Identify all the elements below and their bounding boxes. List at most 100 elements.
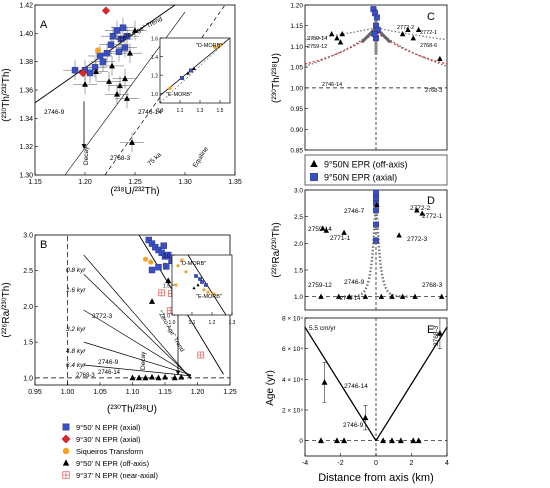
off-axis-point-b: [129, 374, 136, 381]
right-legend-items: 9°50N EPR (off-axis) 9°50N EPR (axial): [310, 160, 407, 183]
d-off-axis-point: [438, 293, 445, 299]
right-legend-frame: [304, 154, 448, 186]
inset-a-content: [159, 37, 231, 104]
c-y-tick-label: 0.85: [290, 148, 303, 155]
ai-x-tick-label: 1.1: [177, 108, 184, 114]
a-x-tick-label: 1.15: [28, 179, 42, 186]
panel-b-x-label: (²³⁰Th/²³⁸U): [107, 404, 157, 415]
inset-b-circle: [202, 288, 206, 292]
ai-x-tick-label: 1.5: [217, 108, 224, 114]
e-age-point: [380, 437, 387, 444]
panel-a-error-bars: [63, 17, 147, 153]
inset-a-point: [189, 68, 193, 73]
panel-d-y-label: (²²⁶Ra/²³⁰Th): [271, 222, 282, 277]
axial-point: [99, 58, 107, 65]
d-off-axis-point: [378, 293, 385, 299]
sample-2768-3-b: 2768-3: [76, 373, 95, 379]
axial-point: [103, 49, 111, 57]
off-axis-point: [132, 27, 138, 33]
panel-b-inset: 1.0 1.5 2.0 1.0 1.1 1.2 1.3 "D-MORB" "E-MORB": [163, 254, 236, 327]
inset-b-circle: [212, 292, 216, 296]
a-y-tick-label: 1.32: [19, 144, 33, 151]
inset-a-point: [218, 43, 222, 48]
bi-x-tick-label: 1.1: [189, 320, 196, 326]
panel-b-label: B: [40, 239, 47, 251]
e-y-tick-label: 4 × 10⁴: [282, 377, 303, 384]
rate-label: 5.5 cm/yr: [309, 325, 337, 332]
off-axis-point-b: [142, 374, 149, 381]
axial-point: [119, 24, 127, 31]
right-legend: 9°50N EPR (off-axis) 9°50N EPR (axial): [304, 154, 448, 186]
d-y-tick-label: 3.0: [294, 188, 303, 195]
panel-b-y-ticks: 1.0 1.5 2.0 2.5 3.0: [23, 233, 38, 382]
d-axial-point: [373, 195, 379, 201]
legend-right-label: 9°50N EPR (axial): [324, 173, 397, 183]
legend-main-marker: [62, 447, 70, 455]
b-x-tick-label: 1.10: [126, 389, 140, 396]
axial-point: [115, 48, 123, 55]
axial-point-b: [148, 266, 156, 274]
axial-point-b: [160, 242, 167, 249]
panel-a-x-label: (²³⁸U/²³²Th): [110, 186, 159, 197]
inset-b-frame: [171, 254, 233, 316]
kyr-1.6-label: 1.6 kyr: [66, 287, 86, 294]
inset-a-point: [192, 66, 196, 71]
a-y-tick-label: 1.38: [19, 59, 33, 66]
main-legend: 9°50' N EPR (axial) 9°30' N EPR (axial) Si…: [61, 423, 158, 480]
inset-a-d-morb: "D-MORB": [196, 43, 222, 49]
panel-c-y-label: (²³⁰Th/²³⁸U): [271, 53, 282, 103]
inset-b-square: [198, 277, 202, 281]
isochron-line: [83, 309, 192, 377]
decay-label: Decay: [83, 146, 90, 165]
off-axis-point: [109, 62, 115, 69]
panel-e-content: [304, 317, 448, 456]
c-off-axis-point: [437, 55, 443, 62]
axial-point: [96, 52, 104, 60]
off-axis-point-b: [165, 277, 172, 284]
legend-main-label: 9°37' N EPR (near-axial): [76, 471, 158, 480]
axial-point: [109, 32, 117, 40]
a-y-tick-label: 1.30: [19, 173, 33, 180]
inset-b-circle: [176, 264, 180, 268]
e-y-tick-label: 2 × 10⁴: [282, 408, 303, 415]
a-y-tick-label: 1.34: [19, 116, 33, 123]
off-axis-point: [82, 81, 88, 87]
ai-y-tick-label: 1.0: [151, 92, 158, 98]
axial-point-b: [163, 263, 170, 270]
inset-b-square: [204, 283, 208, 287]
e-age-point: [436, 330, 443, 336]
off-axis-point-b: [171, 374, 178, 381]
ai-y-tick-label: 1.2: [151, 74, 158, 80]
e-y-tick-label: 8 × 10⁴: [282, 316, 303, 323]
sample-2746-9-a: 2746-9: [44, 109, 65, 116]
panel-a-x-ticks: 1.15 1.20 1.25 1.30 1.35: [28, 172, 242, 186]
axial-point: [123, 32, 131, 40]
sample-2759-12-d: 2759-12: [308, 282, 332, 289]
e-spreading-left: [304, 326, 377, 442]
axial-point: [107, 41, 115, 48]
legend-right-marker: [310, 173, 318, 181]
inset-a-point: [213, 45, 217, 50]
sample-2746-9-d: 2746-9: [344, 279, 365, 286]
sample-2746-9-b: 2746-9: [98, 359, 119, 366]
d-off-axis-point: [399, 293, 406, 299]
sample-2772-1-c: 2772-1: [420, 30, 437, 36]
near-axial-point-b: [158, 289, 166, 297]
c-off-axis-point: [415, 26, 422, 33]
inset-a-point: [180, 75, 184, 80]
grey-model-curve-lower: [304, 29, 448, 67]
legend-main-marker: [61, 434, 71, 444]
sample-2746-7-d: 2746-7: [344, 208, 365, 215]
inset-a-e-morb: "E-MORB": [166, 92, 192, 98]
panel-a: A 1.301.321.341.361.381.401.42 1.15 1.20 1…: [1, 3, 242, 198]
axial-point: [91, 64, 99, 71]
axial-point-b: [148, 240, 156, 247]
e-x-tick-label: 4: [445, 460, 449, 467]
panel-d: D 1.0 1.5 2.0 2.5 3.0 (²²⁶Ra/²³⁰Th) 2746-7 2…: [271, 188, 448, 311]
e-y-tick-label: 0: [299, 438, 303, 445]
d-off-axis-point: [318, 293, 324, 299]
panel-a-points: [71, 6, 138, 145]
legend-right-marker: [310, 159, 318, 167]
panel-e-label: E: [427, 324, 434, 336]
c-off-axis-point: [328, 30, 335, 37]
